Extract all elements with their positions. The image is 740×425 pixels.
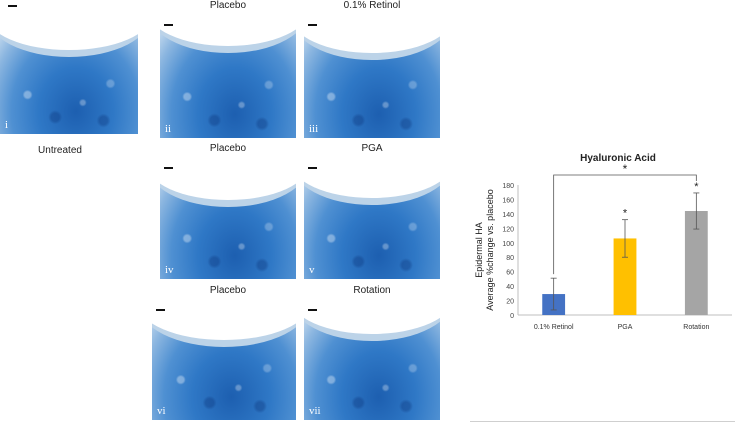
panel-number: iv (165, 264, 174, 276)
significance-marker: * (694, 181, 699, 193)
x-tick-label: 0.1% Retinol (534, 324, 574, 331)
panel-caption-untreated: Untreated (38, 145, 82, 156)
panel-number: i (5, 119, 9, 131)
scale-bar (308, 309, 317, 311)
scale-bar (308, 24, 317, 26)
panel-caption-pga: PGA (361, 143, 383, 154)
y-tick-label: 140 (502, 212, 514, 219)
bar-2 (613, 238, 637, 315)
y-tick-label: 40 (506, 284, 514, 291)
y-tick-label: 100 (502, 241, 514, 248)
y-axis-label-line2: Average %change vs. placebo (485, 189, 495, 310)
x-tick-label: Rotation (683, 324, 709, 331)
histology-panel-rotation: vii (304, 305, 440, 420)
significance-bracket (553, 174, 697, 275)
bracket-label: * (623, 162, 628, 176)
panel-number: v (309, 264, 315, 276)
panel-number: vi (157, 405, 166, 417)
chart-title: Hyaluronic Acid (580, 153, 656, 164)
y-axis-label-line1: Epidermal HA (474, 222, 484, 278)
histology-panel-pga: v (304, 163, 440, 279)
y-tick-label: 160 (502, 197, 514, 204)
y-tick-label: 20 (506, 299, 514, 306)
y-tick-label: 180 (502, 183, 514, 190)
histology-panel-placebo-2: iv (160, 163, 296, 279)
panel-caption-placebo-2: Placebo (209, 143, 247, 154)
plot-area: 0 20 40 60 80 100 120 140 160 180 0.1% Retinol PGA *… (502, 162, 732, 331)
histology-panel-untreated: i (0, 22, 138, 134)
panel-caption-retinol: 0.1% Retinol (343, 0, 401, 11)
hyaluronic-acid-bar-chart: Hyaluronic Acid Epidermal HA Average %ch… (474, 153, 732, 331)
x-tick-label: PGA (618, 324, 633, 331)
panel-number: vii (309, 405, 321, 417)
bar-3 (684, 211, 708, 315)
panel-caption-placebo-1: Placebo (209, 0, 247, 11)
histology-panel-placebo-1: ii (160, 20, 296, 138)
histology-panel-retinol: iii (304, 20, 440, 138)
y-tick-label: 120 (502, 226, 514, 233)
panel-number: ii (165, 123, 172, 135)
scale-bar (164, 24, 173, 26)
y-axis-label-group: Epidermal HA Average %change vs. placebo (474, 189, 495, 310)
y-tick-label: 60 (506, 270, 514, 277)
scale-bar-outer (8, 5, 17, 7)
panel-caption-placebo-3: Placebo (209, 285, 247, 296)
divider-line (470, 421, 735, 422)
significance-marker: * (623, 208, 628, 220)
scale-bar (308, 167, 317, 169)
histology-panel-placebo-3: vi (152, 305, 296, 420)
scale-bar (164, 167, 173, 169)
y-tick-label: 0 (510, 313, 514, 320)
panel-caption-rotation: Rotation (353, 285, 391, 296)
y-tick-label: 80 (506, 255, 514, 262)
scale-bar (156, 309, 165, 311)
panel-number: iii (309, 123, 319, 135)
